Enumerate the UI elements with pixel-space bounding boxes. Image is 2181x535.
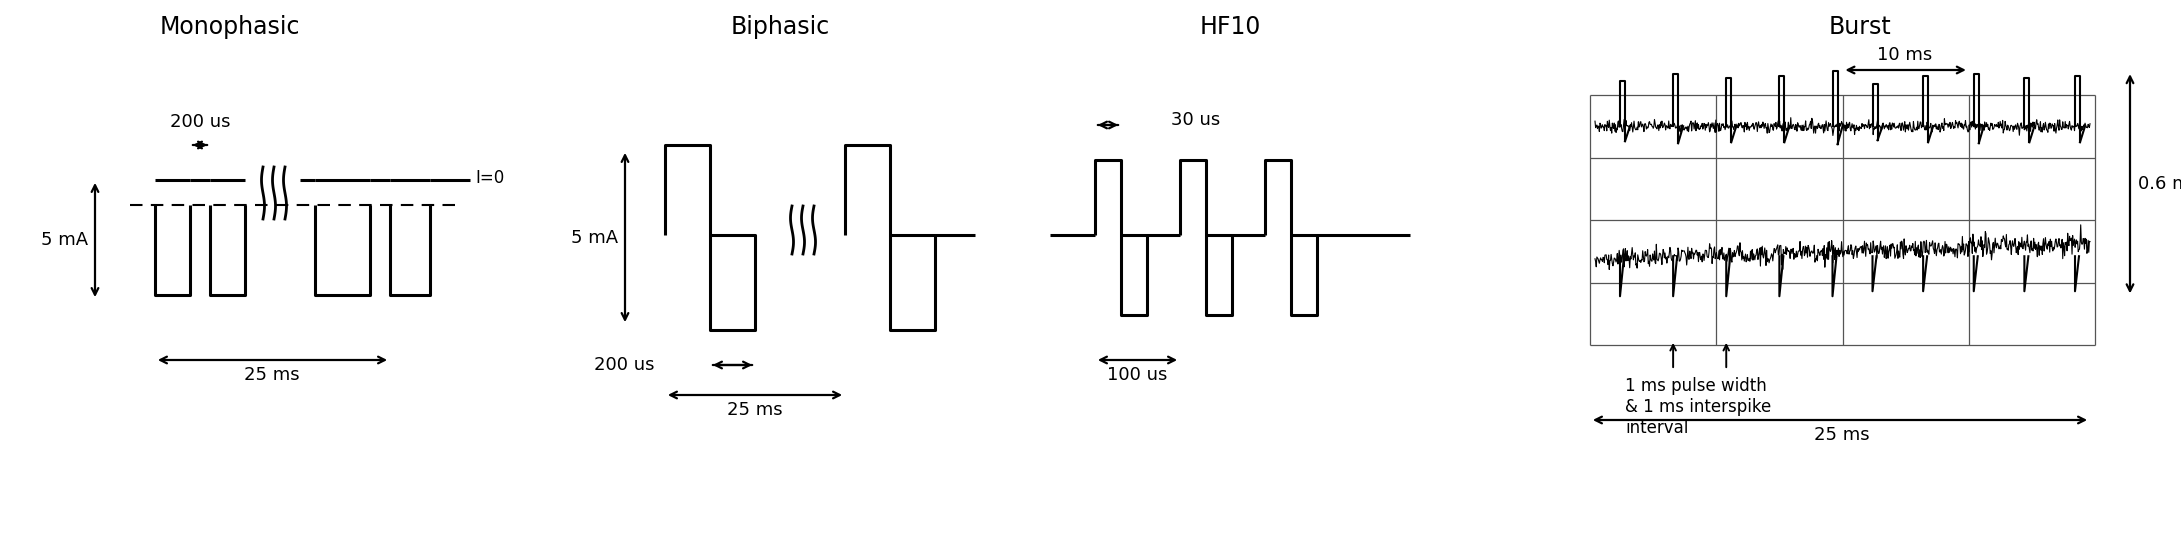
Text: 100 us: 100 us	[1106, 366, 1167, 384]
Text: I=0: I=0	[475, 169, 504, 187]
Text: 200 us: 200 us	[595, 356, 654, 374]
Text: 1 ms pulse width
& 1 ms interspike
interval: 1 ms pulse width & 1 ms interspike inter…	[1625, 377, 1771, 437]
Text: 25 ms: 25 ms	[1815, 426, 1869, 444]
Text: Monophasic: Monophasic	[159, 15, 301, 39]
Text: 30 us: 30 us	[1171, 111, 1219, 129]
Text: 200 us: 200 us	[170, 113, 231, 131]
Text: 5 mA: 5 mA	[571, 229, 617, 247]
Text: Burst: Burst	[1828, 15, 1891, 39]
Text: 25 ms: 25 ms	[244, 366, 299, 384]
Text: 25 ms: 25 ms	[726, 401, 783, 419]
Text: 5 mA: 5 mA	[41, 231, 87, 249]
Text: Biphasic: Biphasic	[731, 15, 829, 39]
Text: 0.6 mA: 0.6 mA	[2137, 175, 2181, 193]
Text: HF10: HF10	[1200, 15, 1261, 39]
Text: 10 ms: 10 ms	[1878, 46, 1932, 64]
